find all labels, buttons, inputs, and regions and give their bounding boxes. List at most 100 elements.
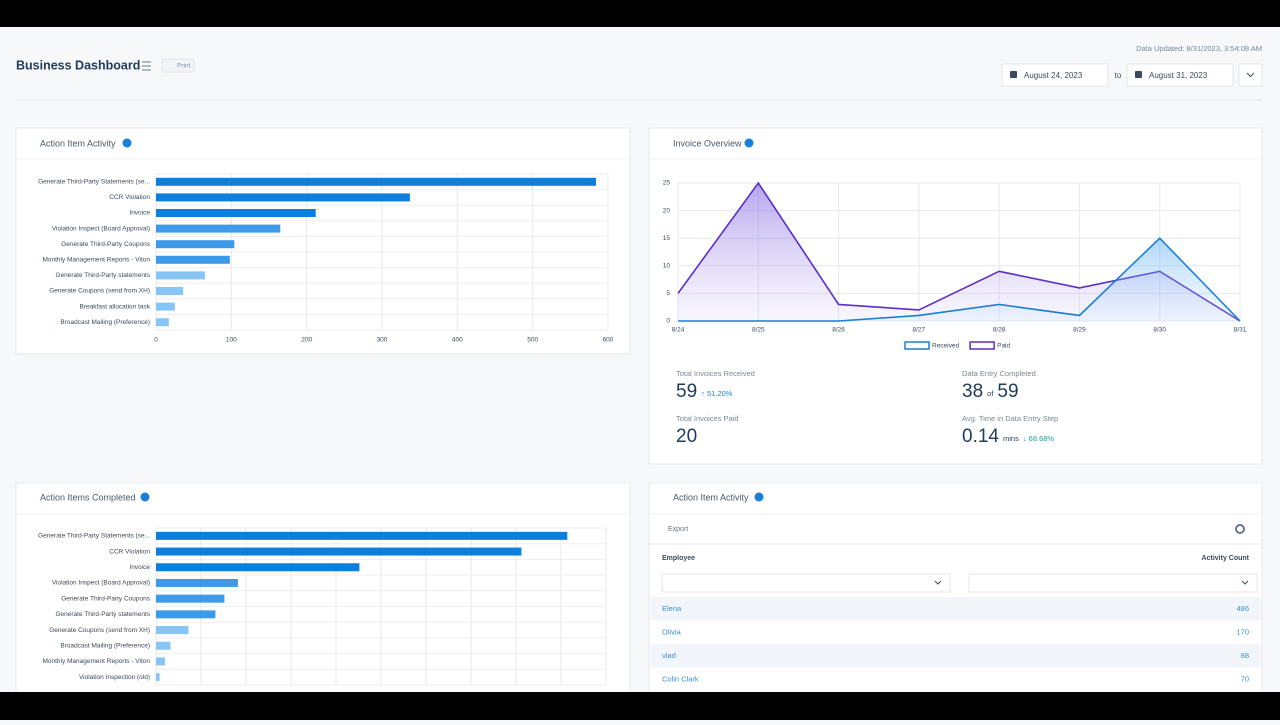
bar: [156, 255, 230, 264]
x-tick-label: 200: [301, 337, 312, 344]
y-tick-label: Violation Inspect (Board Approval): [52, 580, 150, 587]
print-label: Print: [177, 63, 191, 70]
cell: Olivia: [662, 627, 682, 636]
y-tick-label: Generate Coupons (send from XH): [49, 288, 150, 295]
x-tick-label: 8/29: [1073, 327, 1086, 334]
legend-swatch: [969, 341, 995, 350]
panel-title: Invoice Overview: [673, 138, 742, 148]
y-tick-label: Generate Third-Party Coupons: [61, 595, 151, 602]
y-tick-label: Broadcast Mailing (Preference): [60, 642, 150, 649]
stat-total: 59: [997, 381, 1018, 402]
filter-input[interactable]: [968, 573, 1258, 593]
area: [678, 238, 1240, 321]
cell: Elena: [662, 604, 682, 613]
y-tick-label: Breakfast allocation task: [80, 303, 151, 310]
bar: [156, 531, 568, 540]
x-tick-label: 100: [226, 337, 237, 344]
x-tick-label: 8/31: [1234, 327, 1247, 334]
stat-value: 20: [676, 426, 697, 447]
x-tick-label: 0: [154, 337, 158, 344]
y-tick-label: 10: [663, 263, 671, 270]
bar: [156, 209, 316, 217]
y-tick-label: 25: [663, 180, 671, 187]
y-tick-label: CCR Violation: [109, 548, 150, 555]
x-tick-label: 500: [527, 337, 538, 344]
x-tick-label: 400: [452, 337, 463, 344]
stat-label: Avg. Time in Data Entry Step: [962, 414, 1058, 423]
date-from-text: August 24, 2023: [1024, 71, 1083, 80]
bar: [156, 547, 522, 556]
cell: 486: [1236, 604, 1249, 613]
gear-icon[interactable]: [1235, 524, 1245, 534]
settings-icon[interactable]: [142, 61, 151, 71]
to-label: to: [1115, 71, 1122, 80]
stat-of: of: [987, 389, 994, 398]
help-icon[interactable]: [140, 492, 150, 502]
bar: [156, 626, 189, 635]
stat-value: 38: [962, 381, 983, 402]
calendar-icon: [1010, 71, 1017, 78]
row-background: [649, 644, 1262, 668]
x-tick-label: 8/26: [832, 327, 845, 334]
column-header: Activity Count: [1202, 555, 1250, 562]
cell: Colin Clark: [662, 674, 699, 683]
legend-swatch: [904, 341, 930, 350]
y-tick-label: Invoice: [129, 564, 150, 571]
help-icon[interactable]: [754, 492, 764, 502]
y-tick-label: Invoice: [129, 210, 150, 217]
panel-title: Action Items Completed: [40, 492, 136, 502]
date-to-text: August 31, 2023: [1149, 71, 1208, 80]
bar: [156, 594, 225, 603]
cell: 170: [1236, 627, 1249, 636]
x-tick-label: 8/30: [1153, 327, 1166, 334]
date-from[interactable]: [1001, 63, 1109, 87]
help-icon[interactable]: [744, 138, 754, 148]
print-button[interactable]: [161, 58, 195, 73]
bar: [156, 271, 205, 280]
bar: [156, 287, 184, 295]
filter-input[interactable]: [661, 573, 951, 593]
x-tick-label: 300: [377, 337, 388, 344]
bar: [156, 302, 175, 311]
stat-value: 0.14: [962, 426, 999, 447]
card: [15, 482, 631, 724]
data-updated: Data Updated: 8/31/2023, 3:54:08 AM: [1136, 44, 1262, 53]
export-button[interactable]: Export: [668, 526, 688, 533]
panel-title: Action Item Activity: [40, 138, 116, 148]
stat-label: Data Entry Completed: [962, 369, 1036, 378]
x-tick-label: 600: [603, 337, 614, 344]
x-tick-label: 8/25: [752, 327, 765, 334]
chevron: [934, 580, 942, 585]
y-tick-label: Violation Inspect (Board Approval): [52, 225, 150, 232]
bar: [156, 318, 169, 327]
help-icon[interactable]: [122, 138, 132, 148]
y-tick-label: 20: [663, 207, 671, 214]
dropdown-button[interactable]: [1238, 63, 1263, 87]
area: [678, 183, 1240, 321]
x-tick-label: 8/27: [913, 327, 926, 334]
bar: [156, 610, 216, 619]
chevron: [1246, 72, 1255, 78]
legend-label: Paid: [997, 343, 1010, 350]
bar: [156, 641, 171, 650]
cell: vlad: [662, 651, 676, 660]
y-tick-label: Monthly Management Reports - Viton: [42, 257, 150, 264]
line: [678, 237, 1241, 322]
x-tick-label: 8/24: [672, 327, 685, 334]
y-tick-label: 15: [663, 235, 671, 242]
bar: [156, 177, 596, 186]
row-background: [649, 597, 1262, 621]
cell: 70: [1241, 674, 1249, 683]
stat-label: Total Invoices Paid: [676, 414, 739, 423]
bottom-bar: [0, 692, 1280, 720]
y-tick-label: Violation Inspection (old): [79, 674, 150, 681]
bar: [156, 657, 165, 666]
column-header: Employee: [662, 555, 695, 562]
bar: [156, 578, 238, 587]
y-tick-label: Generate Third-Party Statements (se...: [38, 179, 150, 186]
y-tick-label: 0: [666, 318, 670, 325]
date-to[interactable]: [1126, 63, 1234, 87]
